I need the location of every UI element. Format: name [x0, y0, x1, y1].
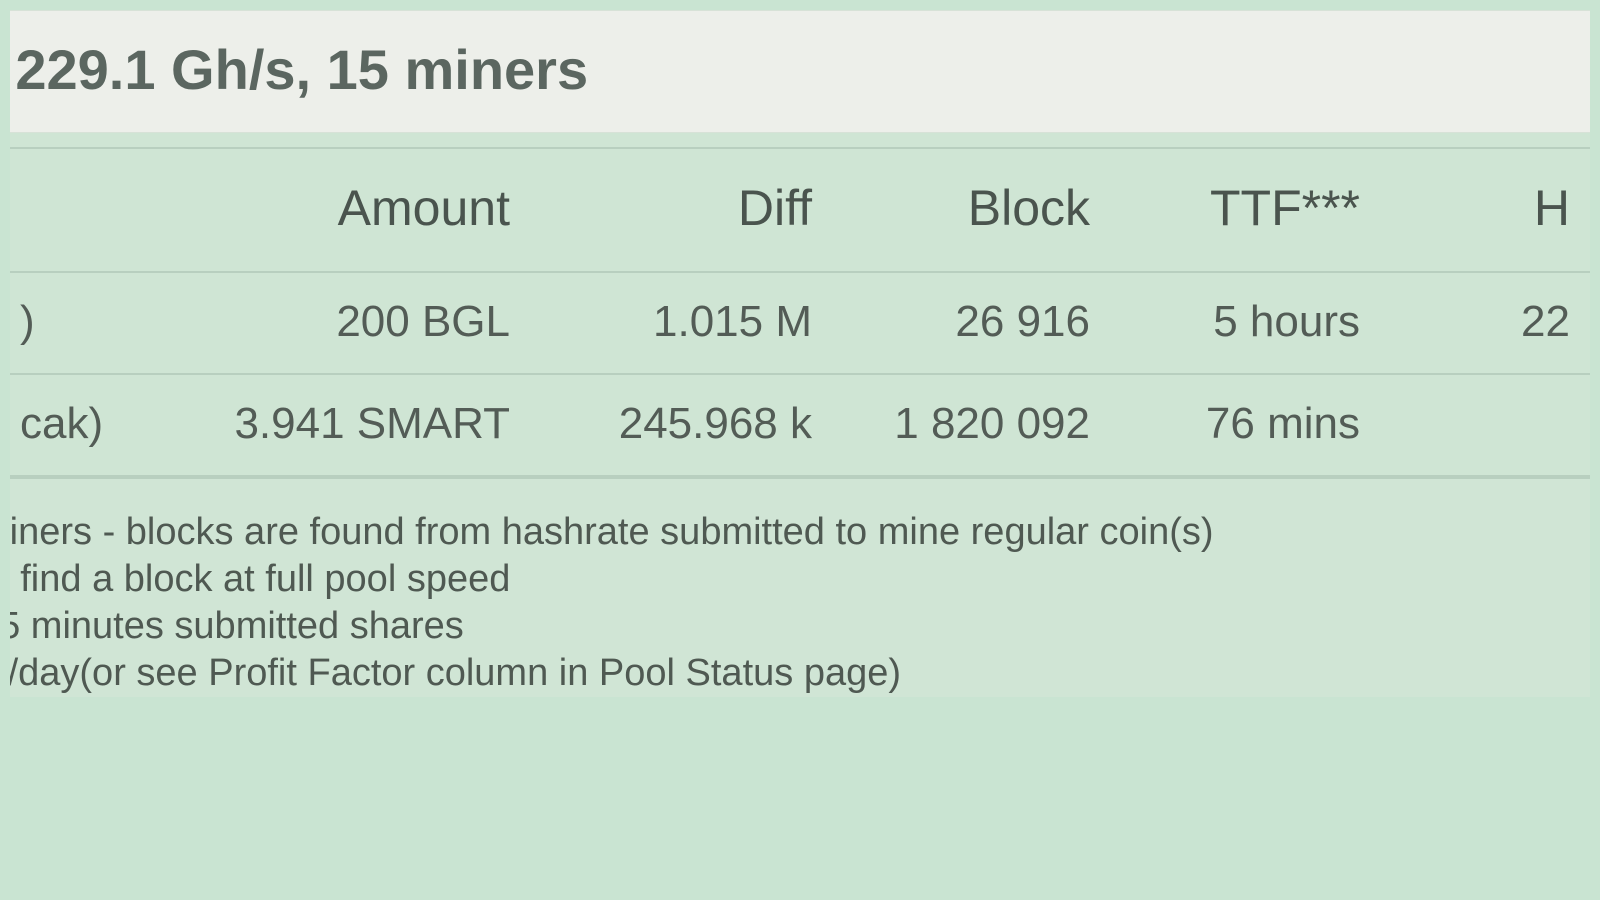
- panel-body: Amount Diff Block TTF*** H ) 200 BGL 1.0…: [10, 133, 1590, 697]
- cell-block: 26 916: [832, 272, 1110, 374]
- col-block[interactable]: Block: [832, 148, 1110, 272]
- coins-table: Amount Diff Block TTF*** H ) 200 BGL 1.0…: [10, 147, 1590, 477]
- cell-amount: 200 BGL: [105, 272, 530, 374]
- cell-first: cak): [10, 374, 105, 476]
- footer-notes: miners - blocks are found from hashrate …: [10, 477, 1590, 697]
- cell-hash: [1380, 374, 1590, 476]
- col-first: [10, 148, 105, 272]
- footer-line: lh/day(or see Profit Factor column in Po…: [10, 650, 1590, 697]
- cell-diff: 245.968 k: [530, 374, 832, 476]
- col-amount[interactable]: Amount: [105, 148, 530, 272]
- cell-ttf: 76 mins: [1110, 374, 1380, 476]
- table-header-row: Amount Diff Block TTF*** H: [10, 148, 1590, 272]
- cell-hash: 22: [1380, 272, 1590, 374]
- col-ttf[interactable]: TTF***: [1110, 148, 1380, 272]
- table-row[interactable]: cak) 3.941 SMART 245.968 k 1 820 092 76 …: [10, 374, 1590, 476]
- footer-line: miners - blocks are found from hashrate …: [10, 509, 1590, 556]
- cell-amount: 3.941 SMART: [105, 374, 530, 476]
- col-diff[interactable]: Diff: [530, 148, 832, 272]
- cell-diff: 1.015 M: [530, 272, 832, 374]
- panel-title: at 229.1 Gh/s, 15 miners: [10, 10, 1590, 133]
- col-hash[interactable]: H: [1380, 148, 1590, 272]
- pool-panel: at 229.1 Gh/s, 15 miners Amount Diff Blo…: [10, 10, 1590, 697]
- footer-line: t 5 minutes submitted shares: [10, 603, 1590, 650]
- footer-line: to find a block at full pool speed: [10, 556, 1590, 603]
- cell-block: 1 820 092: [832, 374, 1110, 476]
- cell-first: ): [10, 272, 105, 374]
- cell-ttf: 5 hours: [1110, 272, 1380, 374]
- table-row[interactable]: ) 200 BGL 1.015 M 26 916 5 hours 22: [10, 272, 1590, 374]
